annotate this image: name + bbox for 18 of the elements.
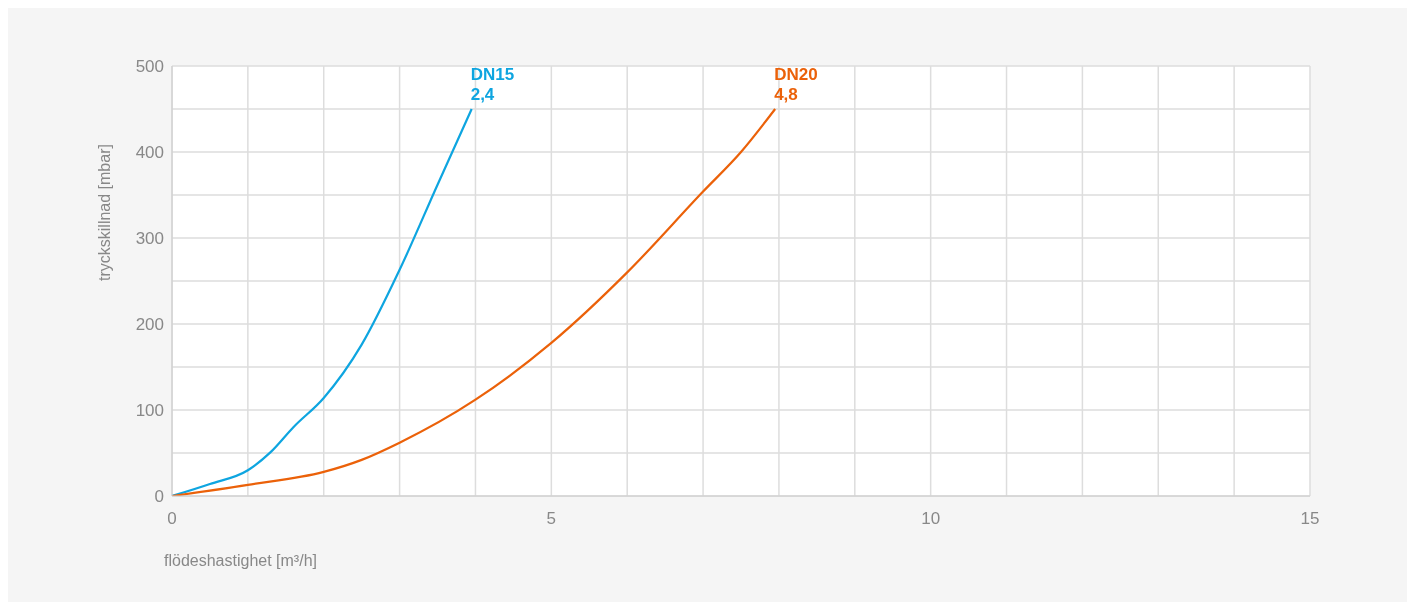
y-axis-title: tryckskillnad [mbar] [95,144,113,281]
annotation: 2,4 [470,85,495,104]
x-tick-label: 0 [167,509,177,529]
x-tick-label: 10 [921,509,941,529]
x-tick-label: 15 [1300,509,1320,529]
annotation: 4,8 [774,85,798,104]
series-label: DN20 [774,65,818,84]
y-tick-label: 300 [135,229,164,249]
y-tick-label: 400 [135,143,164,163]
line-series [172,107,777,496]
x-axis-title: flödeshastighet [m³/h] [164,552,317,569]
x-tick-label: 5 [546,509,557,529]
series-label: DN15 [470,65,515,84]
y-tick-label: 500 [135,57,164,77]
line-series [172,107,473,496]
y-tick-label: 100 [135,401,164,421]
y-tick-label: 0 [154,487,164,507]
y-tick-label: 200 [135,315,164,335]
